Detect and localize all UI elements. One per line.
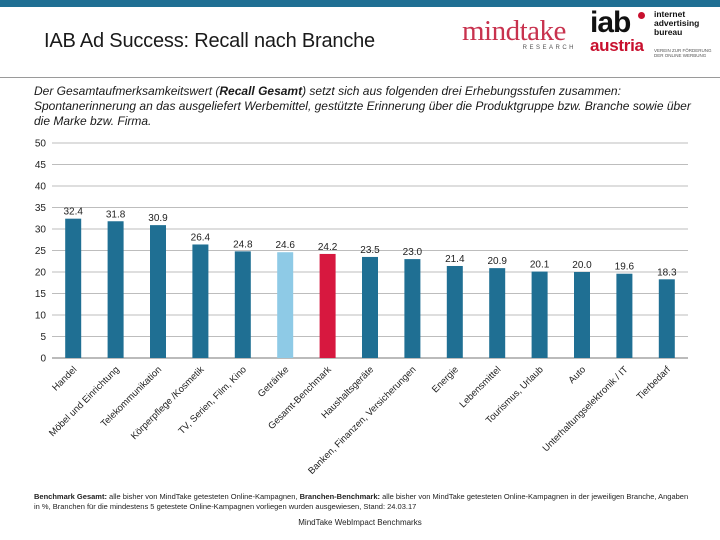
iab-logo-lines: internet advertising bureau <box>654 10 699 37</box>
bar-value-label: 24.2 <box>318 242 338 253</box>
intro-pre: Der Gesamtaufmerksamkeitswert ( <box>34 84 220 98</box>
bar <box>531 271 548 358</box>
y-tick-label: 0 <box>40 354 46 365</box>
bar <box>234 251 251 358</box>
iab-logo-word: iab <box>590 6 631 39</box>
bar-value-label: 23.5 <box>360 245 380 256</box>
bar-value-label: 32.4 <box>63 207 83 218</box>
footnote-bold-1: Benchmark Gesamt: <box>34 492 107 501</box>
bar-value-label: 20.9 <box>487 256 507 267</box>
footnote-text-2: alle bisher von MindTake getesteten Onli… <box>34 492 689 511</box>
x-tick-label: Auto <box>567 364 589 386</box>
bar <box>362 256 378 358</box>
bar <box>489 268 506 358</box>
bar-value-label: 23.0 <box>403 247 423 258</box>
bar-value-label: 26.4 <box>191 232 211 243</box>
intro-post: ) setzt sich aus folgenden drei Erhebung… <box>34 84 691 128</box>
bar <box>446 265 463 358</box>
footnote-bold-2: Branchen-Benchmark: <box>299 492 381 501</box>
y-tick-label: 15 <box>35 289 47 300</box>
bar-value-label: 21.4 <box>445 254 465 265</box>
y-tick-label: 30 <box>35 225 47 236</box>
footnote: Benchmark Gesamt: alle bisher von MindTa… <box>34 492 694 512</box>
y-tick-label: 25 <box>35 246 47 257</box>
iab-logo-dot <box>638 12 645 19</box>
top-accent-bar <box>0 0 720 7</box>
bar <box>404 259 421 358</box>
mindtake-logo: mindtake RESEARCH <box>462 14 580 54</box>
bar <box>616 273 633 358</box>
y-tick-label: 10 <box>35 311 47 322</box>
iab-austria-logo: iab austria internet advertising bureau … <box>588 6 714 64</box>
bar-value-label: 24.6 <box>275 240 295 251</box>
iab-logo-line: advertising <box>654 18 700 28</box>
y-tick-label: 5 <box>40 332 46 343</box>
footnote-text-1: alle bisher von MindTake getesteten Onli… <box>106 492 300 501</box>
bar <box>107 221 124 358</box>
bar-value-label: 19.6 <box>615 262 635 273</box>
bar <box>65 218 82 358</box>
bar-value-label: 20.0 <box>572 260 592 271</box>
y-tick-label: 20 <box>35 268 47 279</box>
bar <box>574 272 590 358</box>
x-tick-label: Handel <box>50 364 79 393</box>
bar-value-label: 18.3 <box>657 267 677 278</box>
mindtake-logo-sub: RESEARCH <box>522 45 576 51</box>
bar-value-label: 31.8 <box>106 209 126 220</box>
bar-value-label: 24.8 <box>233 239 253 250</box>
x-tick-label: Körperpflege /Kosmetik <box>129 364 207 442</box>
y-tick-label: 45 <box>35 160 47 171</box>
intro-bold: Recall Gesamt <box>219 84 303 98</box>
bar <box>658 279 675 358</box>
y-tick-label: 40 <box>35 182 47 193</box>
bar-value-label: 30.9 <box>148 213 168 224</box>
x-tick-label: Getränke <box>256 364 291 399</box>
iab-logo-line: bureau <box>654 27 683 37</box>
y-tick-label: 50 <box>35 139 47 150</box>
bar <box>192 244 209 358</box>
iab-logo-line: internet <box>654 9 686 19</box>
mindtake-logo-word: mindtake <box>462 15 566 47</box>
source-note: MindTake WebImpact Benchmarks <box>298 518 422 527</box>
x-tick-label: Unterhaltungselektronik / IT <box>541 364 631 454</box>
x-tick-label: Energie <box>430 364 461 395</box>
intro-text: Der Gesamtaufmerksamkeitswert (Recall Ge… <box>34 84 694 129</box>
header-divider <box>0 77 720 78</box>
bar <box>150 225 166 358</box>
x-tick-label: Lebensmittel <box>457 364 503 410</box>
iab-logo-tagline: VEREIN ZUR FÖRDERUNG DER ONLINE WERBUNG <box>654 48 712 58</box>
y-tick-label: 35 <box>35 203 47 214</box>
iab-logo-country: austria <box>590 36 644 55</box>
x-tick-label: Tierbedarf <box>635 364 673 402</box>
page-title: IAB Ad Success: Recall nach Branche <box>44 30 375 52</box>
bar <box>319 253 336 358</box>
bar <box>277 252 294 358</box>
bar-value-label: 20.1 <box>530 260 550 271</box>
x-tick-label: Möbel und Einrichtung <box>47 364 122 439</box>
